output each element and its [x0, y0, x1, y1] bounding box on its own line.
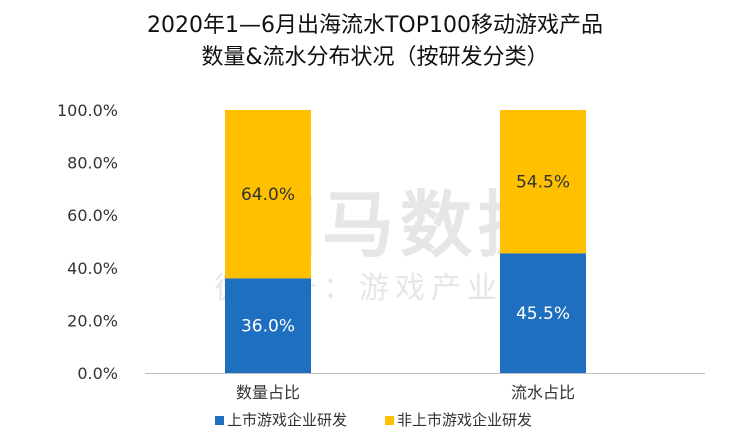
legend-label: 上市游戏企业研发 [227, 411, 347, 429]
chart-title-line-1: 2020年1—6月出海流水TOP100移动游戏产品 [147, 13, 603, 38]
bar-unlisted-1 [500, 110, 586, 254]
data-label: 64.0% [241, 185, 295, 205]
bar-listed-0 [225, 278, 311, 373]
y-tick-label: 80.0% [67, 154, 118, 173]
x-tick-label: 数量占比 [236, 383, 300, 402]
bar-listed-1 [500, 253, 586, 373]
y-tick-label: 20.0% [67, 311, 118, 330]
y-tick-label: 40.0% [67, 259, 118, 278]
data-label: 45.5% [516, 304, 570, 324]
legend-swatch [215, 416, 224, 425]
data-label: 36.0% [241, 317, 295, 337]
data-label: 54.5% [516, 173, 570, 193]
legend-label: 非上市游戏企业研发 [397, 411, 532, 429]
y-tick-label: 60.0% [67, 206, 118, 225]
y-tick-label: 0.0% [77, 364, 118, 383]
chart-title-line-2: 数量&流水分布状况（按研发分类） [201, 45, 549, 70]
y-tick-label: 100.0% [57, 101, 118, 120]
legend-swatch [385, 416, 394, 425]
x-tick-label: 流水占比 [511, 383, 575, 402]
bar-unlisted-0 [225, 110, 311, 279]
